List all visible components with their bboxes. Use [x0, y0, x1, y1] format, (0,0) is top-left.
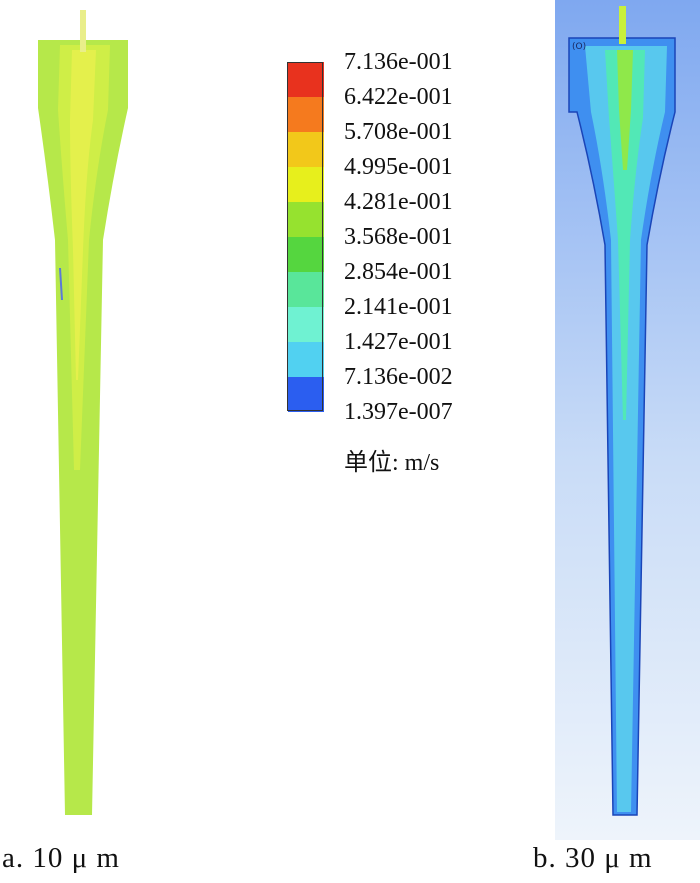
legend-swatch — [288, 132, 324, 167]
legend-swatch — [288, 307, 324, 342]
caption-30um: b. 30 μ m — [533, 842, 653, 874]
legend-swatch — [288, 167, 324, 202]
wall-edge-left — [59, 267, 63, 301]
legend-unit: 单位: m/s — [344, 450, 440, 476]
legend-tick-label: 5.708e-001 — [344, 119, 453, 145]
legend-tick-label: 2.854e-001 — [344, 259, 453, 285]
legend-tick-label: 7.136e-002 — [344, 364, 453, 390]
outer-fluid-region — [38, 40, 128, 815]
legend-tick-label: 7.136e-001 — [344, 49, 453, 75]
legend-swatch — [288, 202, 324, 237]
legend-tick-label: 3.568e-001 — [344, 224, 453, 250]
contour-panel-30um: (O) — [555, 0, 700, 840]
legend-tick-label: 1.427e-001 — [344, 329, 453, 355]
contour-panel-10um — [0, 0, 170, 840]
color-legend: 7.136e-001 6.422e-001 5.708e-001 4.995e-001… — [285, 50, 515, 482]
legend-swatch — [288, 237, 324, 272]
feed-rod — [80, 10, 86, 52]
legend-tick-label: 2.141e-001 — [344, 294, 453, 320]
legend-tick-label: 1.397e-007 — [344, 399, 453, 425]
high-velocity-core — [70, 50, 96, 380]
legend-tick-label: 4.995e-001 — [344, 154, 453, 180]
mid-fluid-region — [585, 46, 667, 812]
legend-tick-label: 6.422e-001 — [344, 84, 453, 110]
high-velocity-core — [605, 50, 645, 420]
caption-10um: a. 10 μ m — [2, 842, 120, 874]
legend-swatch — [288, 62, 324, 97]
legend-swatch — [288, 272, 324, 307]
peak-core — [617, 50, 633, 170]
feed-rod — [619, 6, 626, 44]
inlet-marker: (O) — [572, 42, 586, 52]
legend-swatch — [288, 342, 324, 377]
legend-swatch — [288, 97, 324, 132]
legend-tick-label: 4.281e-001 — [344, 189, 453, 215]
legend-swatch — [288, 377, 324, 412]
velocity-contour-10um — [38, 10, 128, 815]
velocity-contour-30um: (O) — [555, 0, 700, 840]
